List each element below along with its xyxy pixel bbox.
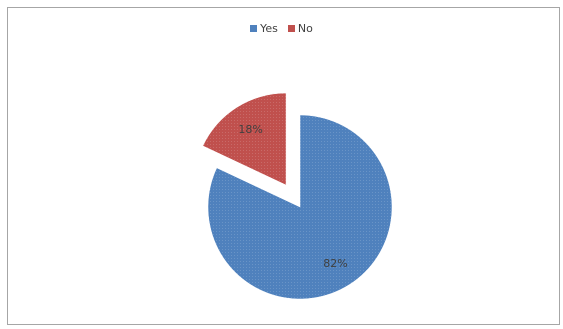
legend-label-no: No [297,22,313,35]
pie-slice-yes [207,114,393,300]
legend-label-yes: Yes [260,22,278,35]
legend-swatch-yes [250,25,258,32]
legend-swatch-no [287,25,295,32]
data-label-yes: 82% [323,257,347,270]
legend-entry-yes: Yes [250,22,278,35]
chart-legend: Yes No [0,22,563,35]
data-label-no: 18% [238,123,262,136]
pie-slice-no [202,92,287,186]
legend-entry-no: No [287,22,313,35]
